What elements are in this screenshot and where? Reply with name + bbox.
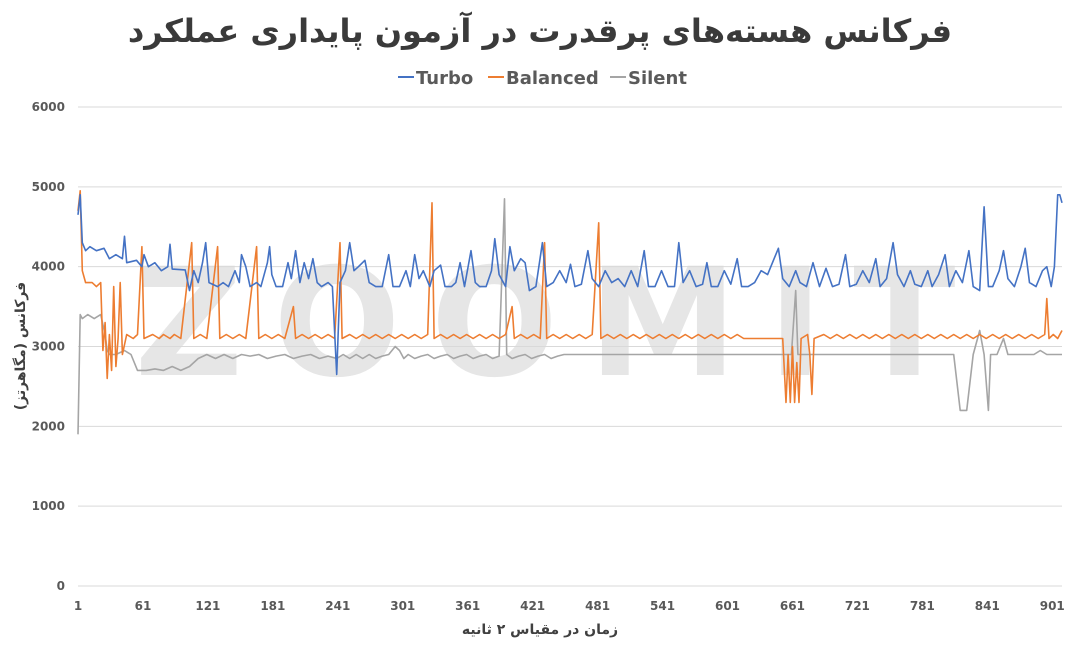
y-axis-ticks: 0 1000 2000 3000 4000 5000 6000	[32, 100, 65, 593]
y-tick-label: 4000	[32, 260, 65, 274]
y-tick-label: 5000	[32, 180, 65, 194]
x-tick-label: 721	[845, 599, 870, 613]
x-tick-label: 301	[390, 599, 415, 613]
grid-lines	[78, 106, 1062, 587]
series-lines	[77, 190, 1063, 435]
y-tick-label: 0	[57, 579, 65, 593]
x-tick-label: 841	[975, 599, 1000, 613]
x-tick-label: 181	[260, 599, 285, 613]
y-tick-label: 1000	[32, 499, 65, 513]
x-tick-label: 781	[910, 599, 935, 613]
watermark-text: ZOOMIT	[134, 237, 985, 411]
x-tick-label: 121	[195, 599, 220, 613]
series-line-balanced	[77, 190, 1063, 404]
x-tick-label: 481	[585, 599, 610, 613]
x-axis-label: زمان در مقیاس ۲ ثانیه	[462, 622, 618, 638]
x-tick-label: 421	[520, 599, 545, 613]
legend-label-silent: Silent	[628, 68, 687, 89]
x-tick-label: 601	[715, 599, 740, 613]
legend-label-turbo: Turbo	[416, 68, 473, 89]
y-tick-label: 3000	[32, 340, 65, 354]
y-tick-label: 2000	[32, 419, 65, 433]
x-tick-label: 661	[780, 599, 805, 613]
series-line-turbo	[77, 194, 1063, 376]
legend: Turbo Balanced Silent	[398, 68, 687, 89]
x-tick-label: 541	[650, 599, 675, 613]
legend-label-balanced: Balanced	[506, 68, 599, 89]
x-axis-ticks: 1 61 121 181 241 301 361 421 481 541 601 661 721 781 8…	[74, 599, 1065, 613]
y-tick-label: 6000	[32, 100, 65, 114]
x-tick-label: 241	[325, 599, 350, 613]
y-axis-label: فرکانس (مگاهرتز)	[12, 282, 29, 410]
x-tick-label: 361	[455, 599, 480, 613]
x-tick-label: 901	[1040, 599, 1065, 613]
chart-title: فرکانس هسته‌های پرقدرت در آزمون پایداری …	[128, 11, 952, 50]
series-line-silent	[77, 198, 1062, 435]
x-tick-label: 61	[135, 599, 152, 613]
x-tick-label: 1	[74, 599, 82, 613]
